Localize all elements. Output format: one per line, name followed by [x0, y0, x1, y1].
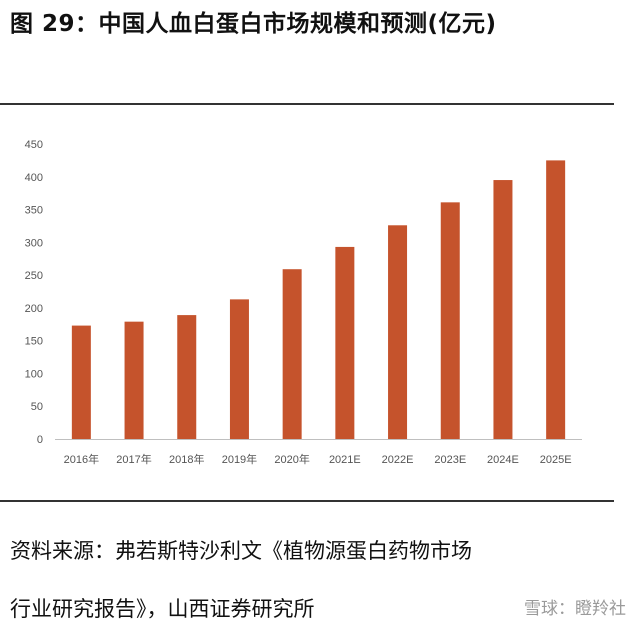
x-tick-label: 2024E [487, 454, 519, 466]
x-axis-ticks: 2016年 2017年 2018年 2019年 2020年 2021E 2022E 2023E… [64, 452, 572, 466]
x-tick-label: 2018年 [169, 452, 204, 466]
x-tick-label: 2017年 [116, 452, 151, 466]
y-axis-ticks: 0 50 100 150 200 250 300 350 400 450 [25, 139, 43, 446]
x-tick-label: 2016年 [64, 452, 99, 466]
bar-2025E [546, 160, 566, 439]
bottom-divider [0, 500, 614, 502]
y-tick-label: 200 [25, 303, 43, 315]
figure-title: 图 29：中国人血白蛋白市场规模和预测(亿元) [10, 11, 497, 37]
x-tick-label: 2022E [382, 454, 414, 466]
x-tick-label: 2023E [434, 454, 466, 466]
watermark-text: 雪球：瞪羚社 [524, 599, 626, 619]
bar-2019年 [229, 299, 249, 439]
y-tick-label: 150 [25, 336, 43, 348]
bar-2017年 [124, 321, 144, 439]
source-note-line1: 资料来源：弗若斯特沙利文《植物源蛋白药物市场 [10, 539, 472, 563]
bar-2018年 [177, 315, 197, 439]
y-tick-label: 350 [25, 205, 43, 217]
y-tick-label: 50 [31, 401, 43, 413]
top-divider [0, 103, 614, 105]
y-tick-label: 0 [37, 434, 43, 446]
bar-2024E [493, 180, 513, 440]
y-tick-label: 300 [25, 237, 43, 249]
bar-2021E [335, 246, 355, 439]
x-tick-label: 2021E [329, 454, 361, 466]
x-tick-label: 2019年 [222, 452, 257, 466]
x-tick-label: 2020年 [274, 452, 309, 466]
bars [71, 160, 566, 440]
y-tick-label: 250 [25, 270, 43, 282]
bar-2016年 [71, 325, 91, 439]
y-tick-label: 400 [25, 172, 43, 184]
y-tick-label: 100 [25, 368, 43, 380]
source-note-line2: 行业研究报告》，山西证券研究所 [10, 597, 315, 621]
bar-2022E [388, 225, 408, 439]
bar-2023E [440, 202, 460, 439]
x-tick-label: 2025E [540, 454, 572, 466]
bar-2020年 [282, 269, 302, 439]
y-tick-label: 450 [25, 139, 43, 151]
